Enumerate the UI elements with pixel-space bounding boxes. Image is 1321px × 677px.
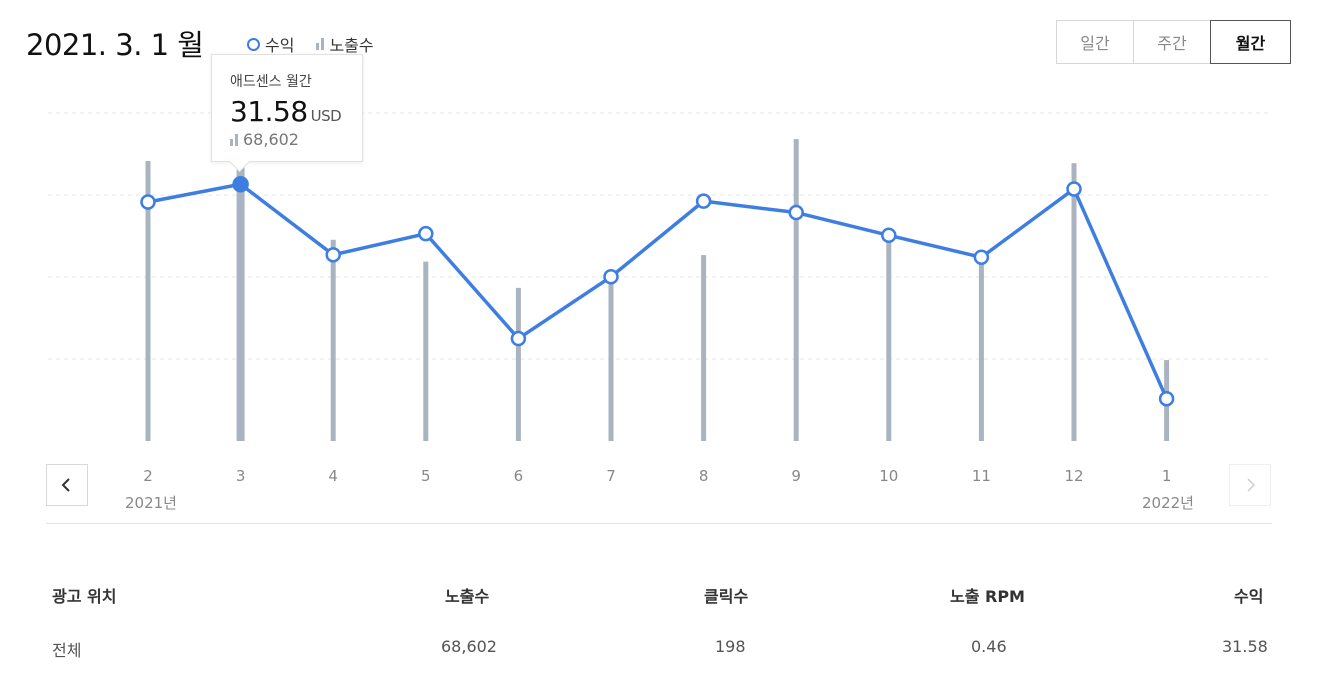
tooltip-impressions: 68,602 (243, 130, 299, 149)
year-label-end: 2022년 (1142, 494, 1194, 512)
x-tick-label: 5 (421, 467, 431, 485)
impressions-bar[interactable] (145, 161, 151, 441)
x-tick-label: 8 (699, 467, 709, 485)
header-impressions: 노출수 (445, 587, 490, 606)
revenue-point[interactable] (140, 194, 156, 210)
period-tabs: 일간 주간 월간 (1056, 20, 1291, 64)
x-tick-label: 12 (1064, 467, 1083, 485)
divider (46, 523, 1272, 524)
impressions-bar[interactable] (515, 287, 521, 441)
cell-ad-location: 전체 (52, 641, 82, 660)
header-rpm: 노출 RPM (950, 587, 1025, 606)
tooltip-unit: USD (310, 107, 342, 125)
previous-button[interactable] (46, 464, 88, 506)
x-tick-label: 1 (1162, 467, 1172, 485)
revenue-point[interactable] (1158, 390, 1175, 407)
x-tick-label: 2 (143, 467, 153, 485)
header-clicks: 클릭수 (704, 587, 749, 606)
year-label-start: 2021년 (125, 494, 177, 512)
legend-impressions-label: 노출수 (329, 36, 374, 55)
impressions-bar[interactable] (793, 139, 799, 441)
x-tick-label: 9 (791, 467, 801, 485)
impressions-bar[interactable] (1071, 163, 1077, 441)
cell-revenue: 31.58 (1222, 637, 1268, 656)
impressions-bar[interactable] (978, 252, 984, 441)
impressions-bar[interactable] (236, 140, 245, 441)
revenue-point[interactable] (695, 193, 712, 209)
revenue-point[interactable] (510, 330, 527, 347)
legend-impressions[interactable]: 노출수 (316, 32, 374, 56)
revenue-point[interactable] (232, 176, 249, 193)
revenue-point[interactable] (788, 204, 804, 221)
tooltip-value-row: 31.58 USD (230, 95, 362, 128)
revenue-point[interactable] (973, 249, 990, 266)
legend-revenue-label: 수익 (265, 36, 295, 55)
legend-revenue[interactable]: 수익 (247, 32, 294, 56)
revenue-point[interactable] (881, 227, 897, 244)
x-tick-label: 11 (972, 467, 991, 485)
impressions-bar[interactable] (886, 231, 892, 441)
x-tick-label: 3 (236, 467, 246, 485)
next-button[interactable] (1229, 464, 1271, 506)
revenue-point[interactable] (1066, 181, 1082, 197)
chevron-left-icon (61, 478, 70, 492)
tab-monthly[interactable]: 월간 (1210, 20, 1291, 64)
impressions-bar[interactable] (330, 239, 336, 441)
cell-clicks: 198 (715, 637, 746, 656)
tooltip-title: 애드센스 월간 (230, 74, 312, 90)
revenue-chart: 2 3 4 5 6 7 8 9 10 11 12 1 (48, 112, 1271, 485)
tooltip-value: 31.58 (230, 95, 308, 128)
tooltip-impressions-row: 68,602 (230, 130, 362, 149)
x-tick-label: 10 (879, 467, 898, 485)
header-revenue: 수익 (1234, 587, 1264, 606)
revenue-point[interactable] (325, 247, 341, 263)
tab-daily[interactable]: 일간 (1056, 20, 1134, 64)
page-title: 2021. 3. 1 월 (26, 28, 204, 62)
chart-legend: 수익 노출수 (247, 32, 374, 56)
x-tick-label: 6 (514, 467, 524, 485)
impressions-bar[interactable] (423, 261, 429, 441)
cell-rpm: 0.46 (971, 637, 1007, 656)
chart-tooltip: 애드센스 월간 31.58 USD 68,602 (211, 54, 363, 162)
header-ad-location: 광고 위치 (52, 587, 117, 606)
impressions-bar[interactable] (608, 274, 614, 441)
impressions-bar[interactable] (701, 255, 707, 441)
x-tick-label: 7 (606, 467, 616, 485)
revenue-line (147, 182, 1169, 400)
revenue-point[interactable] (603, 269, 619, 285)
bar-chart-icon (230, 133, 238, 146)
cell-impressions: 68,602 (441, 637, 497, 656)
revenue-dot-icon (247, 37, 260, 51)
bar-chart-icon (316, 38, 325, 50)
chevron-right-icon (1247, 478, 1256, 492)
x-tick-label: 4 (328, 467, 338, 485)
revenue-point[interactable] (418, 225, 434, 242)
tab-weekly[interactable]: 주간 (1133, 20, 1211, 64)
